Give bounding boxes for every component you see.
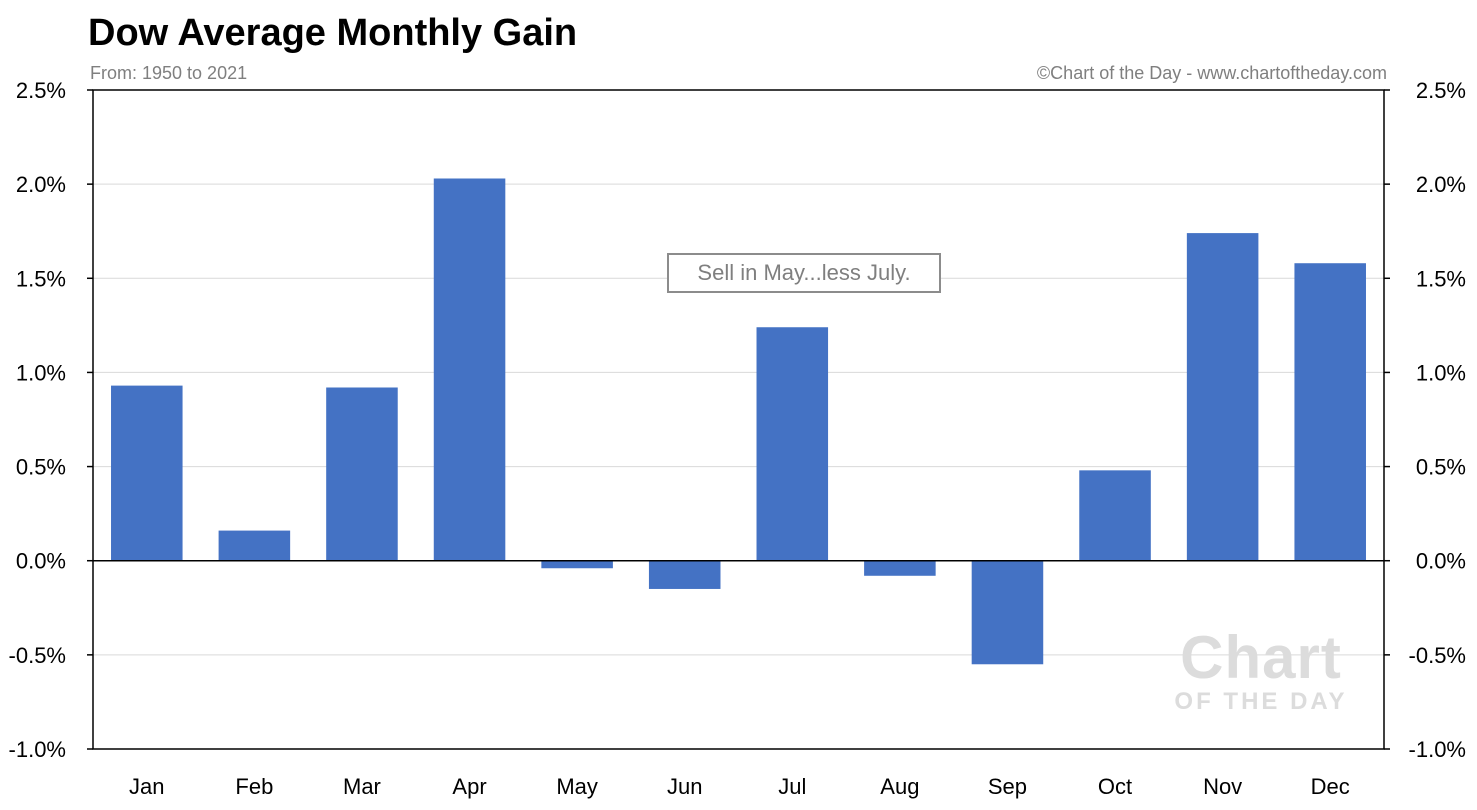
y-tick-label-left: 2.0% (16, 172, 66, 197)
y-axis-left-ticks: 2.5% 2.0% 1.5% 1.0% 0.5% 0.0% -0.5% -1.0% (9, 78, 93, 762)
bar-jul (756, 327, 829, 561)
bar-dec (1294, 263, 1366, 561)
y-tick-label-left: 2.5% (16, 78, 66, 103)
x-tick-label: Apr (452, 774, 486, 799)
chart-title: Dow Average Monthly Gain (88, 12, 578, 54)
watermark-sub: OF THE DAY (1174, 688, 1348, 715)
bar-mar (326, 387, 398, 561)
chart-subtitle: From: 1950 to 2021 (90, 63, 248, 83)
bar-apr (433, 178, 506, 561)
x-tick-label: Nov (1203, 774, 1242, 799)
x-tick-label: Jan (129, 774, 164, 799)
bar-jun (648, 560, 721, 589)
x-tick-label: Sep (988, 774, 1027, 799)
x-tick-label: Feb (235, 774, 273, 799)
bars (111, 178, 1366, 665)
bar-feb (218, 530, 291, 561)
chart-source: ©Chart of the Day - www.chartoftheday.co… (1036, 63, 1387, 83)
bar-oct (1079, 470, 1151, 561)
y-tick-label-left: -1.0% (9, 737, 66, 762)
y-tick-label-right: 0.0% (1416, 549, 1466, 574)
x-tick-label: Mar (343, 774, 381, 799)
y-tick-label-right: 1.5% (1416, 266, 1466, 291)
y-tick-label-left: 1.5% (16, 266, 66, 291)
y-tick-label-left: 1.0% (16, 360, 66, 385)
bar-may (541, 560, 613, 569)
annotation-text: Sell in May...less July. (697, 260, 911, 285)
annotation-box: Sell in May...less July. (667, 253, 941, 293)
bar-nov (1186, 233, 1259, 561)
x-tick-label: Aug (880, 774, 919, 799)
plot-frame (92, 89, 1385, 750)
y-tick-label-left: -0.5% (9, 643, 66, 668)
bar-aug (864, 560, 936, 576)
y-axis-right-ticks: 2.5% 2.0% 1.5% 1.0% 0.5% 0.0% -0.5% -1.0% (1384, 78, 1466, 762)
bar-sep (971, 560, 1044, 665)
x-tick-label: Oct (1098, 774, 1132, 799)
y-tick-label-left: 0.0% (16, 549, 66, 574)
axes (92, 89, 1385, 750)
y-tick-label-right: 2.5% (1416, 78, 1466, 103)
x-tick-label: Jun (667, 774, 702, 799)
y-tick-label-left: 0.5% (16, 455, 66, 480)
x-tick-label: Dec (1311, 774, 1350, 799)
x-axis-labels: Jan Feb Mar Apr May Jun Jul Aug Sep Oct Nov Dec (129, 774, 1350, 799)
bar-jan (111, 385, 183, 561)
watermark-main: Chart (1180, 624, 1342, 691)
watermark-logo: Chart OF THE DAY (1170, 628, 1352, 714)
y-tick-label-right: -0.5% (1409, 643, 1466, 668)
x-tick-label: Jul (778, 774, 806, 799)
y-tick-label-right: 2.0% (1416, 172, 1466, 197)
y-tick-label-right: 1.0% (1416, 360, 1466, 385)
y-tick-label-right: 0.5% (1416, 455, 1466, 480)
x-tick-label: May (556, 774, 598, 799)
y-tick-label-right: -1.0% (1409, 737, 1466, 762)
